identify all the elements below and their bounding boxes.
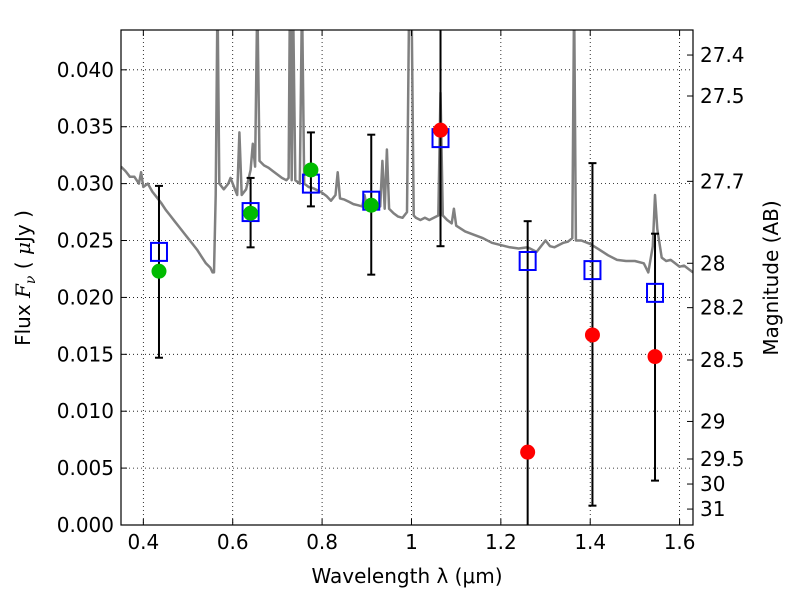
y2-tick-label: 30: [700, 472, 725, 496]
model-point: [518, 251, 537, 271]
observed-points: [151, 122, 663, 460]
y2-tick-label: 27.7: [700, 169, 745, 193]
x-axis-title: Wavelength λ (μm): [311, 564, 502, 588]
x-axis: 0.4 0.6 0.8 1 1.2 1.4 1.6: [127, 30, 696, 554]
y-axis-title-pre: Flux: [11, 298, 35, 346]
y2-tick-label: 28.2: [700, 296, 745, 320]
model-point: [646, 282, 665, 303]
y2-tick-label: 27.5: [700, 84, 745, 108]
observed-point-detection: [243, 205, 259, 221]
y-tick-label: 0.000: [57, 513, 114, 537]
x-tick-label: 0.8: [306, 530, 338, 554]
y-tick-label: 0.005: [57, 456, 114, 480]
y-axis-left: 0.000 0.005 0.010 0.015 0.020 0.025 0.030 0.035…: [57, 58, 127, 537]
y2-tick-label: 28.5: [700, 348, 745, 372]
plot-area: [120, 29, 694, 526]
observed-point-red: [647, 349, 663, 365]
x-tick-label: 0.6: [217, 530, 249, 554]
y2-tick-label: 29: [700, 409, 725, 433]
x-tick-label: 1.2: [485, 530, 517, 554]
observed-point-red: [520, 444, 536, 460]
model-points: [149, 128, 665, 303]
observed-point-red: [433, 122, 449, 138]
x-tick-label: 1.6: [664, 530, 696, 554]
x-tick-label: 1: [405, 530, 418, 554]
observed-point-detection: [303, 162, 319, 178]
y-tick-label: 0.015: [57, 342, 114, 366]
observed-point-detection: [151, 263, 167, 279]
plot-clip-group: [121, 30, 693, 525]
y2-axis-title: Magnitude (AB): [759, 200, 783, 355]
y-axis-title-post: Jy ): [11, 210, 35, 244]
y-tick-label: 0.025: [57, 229, 114, 253]
y-tick-label: 0.040: [57, 58, 114, 82]
model-point: [583, 260, 602, 281]
y-axis-title-mid: (: [11, 255, 35, 276]
observed-point-detection: [363, 197, 379, 213]
x-tick-label: 1.4: [574, 530, 606, 554]
y2-tick-label: 27.4: [700, 43, 745, 67]
y-tick-label: 0.035: [57, 115, 114, 139]
y-tick-label: 0.020: [57, 285, 114, 309]
y2-tick-label: 29.5: [700, 447, 745, 471]
x-tick-label: 0.4: [127, 530, 159, 554]
model-spectrum-line: [121, 30, 693, 274]
plot-frame: [120, 29, 694, 526]
y-tick-label: 0.030: [57, 172, 114, 196]
y-axis-title-symbol: F: [11, 283, 35, 299]
observed-point-red: [584, 327, 600, 343]
y-axis-title-mu: μ: [11, 242, 35, 255]
y2-tick-label: 28: [700, 251, 725, 275]
y-tick-label: 0.010: [57, 399, 114, 423]
y-axis-title-subscript: ν: [23, 275, 39, 284]
model-point: [149, 241, 168, 262]
model-point: [241, 202, 260, 223]
y-axis-title: Flux Fν ( μJy ): [11, 210, 39, 346]
y2-tick-label: 31: [700, 497, 725, 521]
